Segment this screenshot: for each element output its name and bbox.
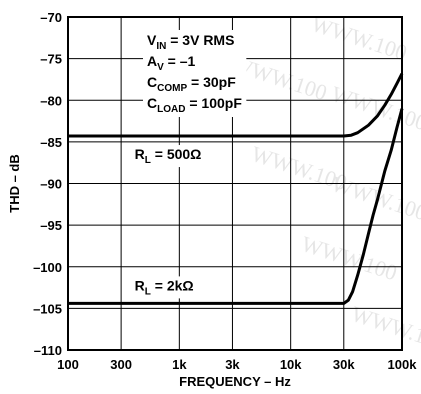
watermark-text-5: WWW.100 [328,171,421,225]
y-tick-label-3: –85 [40,135,62,150]
x-tick-label-2: 1k [172,357,187,372]
watermark-text-2: WWW.100 [308,11,410,65]
series-line-1 [68,108,404,305]
series-line-0 [68,72,404,138]
x-tick-label-1: 300 [110,357,132,372]
x-tick-label-4: 10k [280,357,302,372]
x-tick-label-3: 3k [225,357,240,372]
y-tick-label-8: –110 [34,343,62,358]
y-axis-title: THD – dB [7,154,22,213]
condition-line-3: CLOAD = 100pF [147,95,242,115]
condition-line-2: CCOMP = 30pF [147,74,236,94]
series-label-0-bg [131,145,205,168]
condition-line-0-bg [143,30,247,117]
watermark-text-6: WWW.100 [298,231,400,285]
x-tick-label-6: 100k [388,357,418,372]
plot-frame [67,16,403,351]
y-tick-label-4: –90 [40,177,62,192]
condition-line-1: AV = –1 [147,53,196,73]
watermark-text-3: WWW.100 [328,81,421,135]
series-layer [68,72,404,305]
x-axis-title: FREQUENCY – Hz [179,374,291,389]
series-label-0: RL = 500Ω [135,146,202,166]
watermark-text-7: WWW.100 [348,301,421,355]
y-tick-label-7: –105 [33,301,62,316]
y-tick-label-6: –100 [33,260,62,275]
x-tick-label-0: 100 [57,357,79,372]
series-label-1-bg [131,276,197,299]
y-tick-label-5: –95 [40,218,62,233]
y-tick-label-2: –80 [40,93,62,108]
series-label-1: RL = 2kΩ [135,277,194,297]
y-tick-label-1: –75 [40,52,62,67]
condition-line-0: VIN = 3V RMS [147,32,234,52]
x-tick-label-5: 30k [333,357,355,372]
y-tick-label-0: –70 [40,10,62,25]
